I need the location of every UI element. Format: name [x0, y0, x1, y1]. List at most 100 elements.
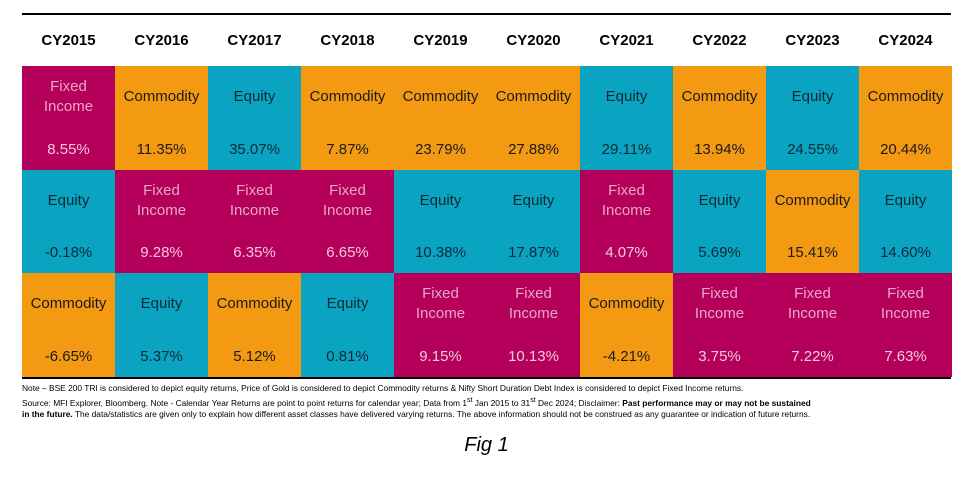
return-value: 5.69% — [698, 244, 741, 261]
asset-label: Fixed Income — [415, 285, 466, 322]
table-cell: Equity 5.37% — [115, 273, 208, 377]
return-value: 10.38% — [415, 244, 466, 261]
table-top-rule — [22, 13, 951, 15]
return-value: 15.41% — [787, 244, 838, 261]
return-value: 13.94% — [694, 140, 745, 158]
table-cell: Commodity -4.21% — [580, 273, 673, 377]
asset-label: Equity — [47, 191, 90, 209]
return-value: 10.13% — [508, 347, 559, 365]
asset-label: Equity — [791, 88, 834, 105]
figure-caption: Fig 1 — [464, 434, 509, 456]
return-value: -4.21% — [602, 347, 651, 365]
column-header: CY2015 — [41, 32, 96, 49]
asset-class-returns-table: CY2015 CY2016 CY2017 CY2018 CY2019 CY2020 CY20… — [22, 13, 952, 379]
asset-label: Commodity — [30, 295, 107, 312]
return-value: 14.60% — [880, 244, 931, 261]
return-value: 29.11% — [601, 140, 652, 158]
asset-label: Fixed Income — [229, 181, 280, 219]
asset-label: Commodity — [309, 88, 386, 105]
table-cell: Equity 24.55% — [766, 66, 859, 170]
table-cell: Fixed Income 6.35% — [208, 169, 301, 273]
table-cell: Fixed Income 7.22% — [766, 273, 859, 377]
asset-label: Equity — [233, 88, 276, 105]
return-value: 8.55% — [47, 140, 90, 158]
return-value: 0.81% — [326, 347, 369, 365]
return-value: 27.88% — [508, 140, 559, 158]
return-value: 11.35% — [136, 140, 187, 158]
table-cell: Fixed Income 8.55% — [22, 66, 115, 170]
asset-label: Commodity — [123, 88, 200, 105]
table-cell: Equity 17.87% — [487, 169, 580, 273]
footnote-line-2: Source: MFI Explorer, Bloomberg. Note - … — [22, 396, 811, 408]
table-cell: Fixed Income 4.07% — [580, 169, 673, 273]
asset-label: Fixed Income — [136, 181, 187, 219]
table-cell: Equity 5.69% — [673, 169, 766, 273]
return-value: 4.07% — [605, 244, 648, 261]
return-value: 9.15% — [419, 347, 462, 365]
return-value: 7.87% — [326, 140, 369, 158]
column-header: CY2024 — [878, 32, 933, 49]
footnote-line-3: in the future. The data/statistics are g… — [22, 408, 811, 419]
return-value: 23.79% — [415, 140, 466, 158]
return-value: -6.65% — [44, 347, 93, 365]
table-cell: Fixed Income 3.75% — [673, 273, 766, 377]
asset-label: Fixed Income — [880, 285, 931, 322]
table-cell: Commodity 20.44% — [859, 66, 952, 170]
table-cell: Commodity 27.88% — [487, 66, 580, 170]
table-cell: Fixed Income 7.63% — [859, 273, 952, 377]
footnote: Note – BSE 200 TRI is considered to depi… — [22, 383, 957, 420]
return-value: 9.28% — [140, 244, 183, 261]
asset-label: Commodity — [774, 191, 851, 209]
asset-label: Commodity — [867, 88, 944, 105]
table-cell: Equity 0.81% — [301, 273, 394, 377]
asset-label: Equity — [419, 191, 462, 209]
asset-label: Fixed Income — [508, 285, 559, 322]
asset-label: Commodity — [495, 88, 572, 105]
return-value: 6.65% — [326, 244, 369, 261]
asset-label: Equity — [140, 295, 183, 312]
return-value: 20.44% — [880, 140, 931, 158]
table-cell: Equity 35.07% — [208, 66, 301, 170]
table-cell: Equity 29.11% — [580, 66, 673, 170]
table-cell: Commodity 5.12% — [208, 273, 301, 377]
column-header: CY2021 — [599, 32, 654, 49]
asset-label: Equity — [326, 295, 369, 312]
asset-label: Commodity — [588, 295, 665, 312]
return-value: -0.18% — [44, 244, 93, 261]
column-header: CY2019 — [413, 32, 468, 49]
asset-label: Commodity — [402, 88, 479, 105]
table-cell: Commodity 11.35% — [115, 66, 208, 170]
return-value: 3.75% — [698, 347, 741, 365]
asset-label: Equity — [884, 191, 927, 209]
return-value: 7.22% — [791, 347, 834, 365]
return-value: 17.87% — [508, 244, 559, 261]
table-cell: Commodity 13.94% — [673, 66, 766, 170]
table-cell: Equity 10.38% — [394, 169, 487, 273]
table-cell: Fixed Income 9.28% — [115, 169, 208, 273]
table-cell: Equity 14.60% — [859, 169, 952, 273]
return-value: 6.35% — [233, 244, 276, 261]
asset-label: Fixed Income — [43, 78, 94, 115]
asset-label: Commodity — [216, 295, 293, 312]
asset-label: Equity — [512, 191, 555, 209]
asset-label: Fixed Income — [601, 181, 652, 219]
table-cell: Fixed Income 10.13% — [487, 273, 580, 377]
column-header: CY2020 — [506, 32, 561, 49]
asset-label: Fixed Income — [694, 285, 745, 322]
return-value: 5.12% — [233, 347, 276, 365]
table-cell: Fixed Income 6.65% — [301, 169, 394, 273]
table-cell: Fixed Income 9.15% — [394, 273, 487, 377]
table-cell: Commodity 7.87% — [301, 66, 394, 170]
column-header: CY2018 — [320, 32, 375, 49]
table-cell: Equity -0.18% — [22, 169, 115, 273]
return-value: 7.63% — [884, 347, 927, 365]
footnote-line-1: Note – BSE 200 TRI is considered to depi… — [22, 383, 744, 393]
return-value: 24.55% — [787, 140, 838, 158]
return-value: 35.07% — [229, 140, 280, 158]
table-cell: Commodity 15.41% — [766, 169, 859, 273]
column-header: CY2022 — [692, 32, 747, 49]
return-value: 5.37% — [140, 347, 183, 365]
column-header: CY2023 — [785, 32, 840, 49]
column-header: CY2016 — [134, 32, 189, 49]
column-header: CY2017 — [227, 32, 282, 49]
